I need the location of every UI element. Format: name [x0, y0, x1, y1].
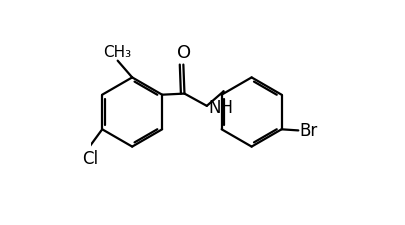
Text: Cl: Cl	[82, 149, 98, 167]
Text: Br: Br	[299, 122, 318, 140]
Text: CH₃: CH₃	[103, 45, 131, 60]
Text: NH: NH	[208, 98, 233, 116]
Text: O: O	[177, 44, 191, 62]
